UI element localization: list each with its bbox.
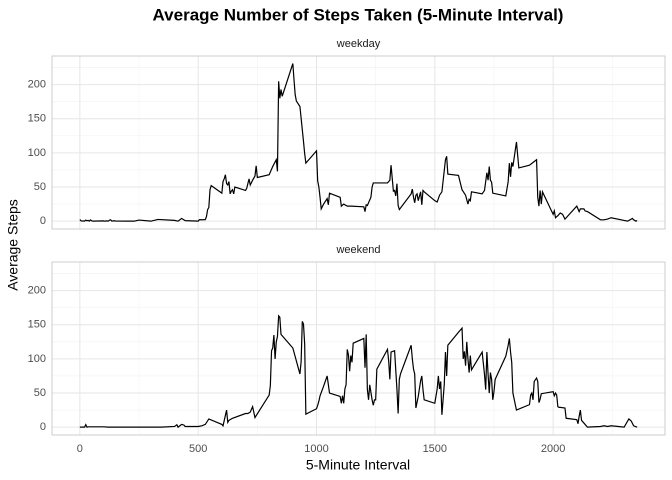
x-tick-label: 1000 xyxy=(304,443,328,455)
data-line xyxy=(79,314,638,429)
x-axis-title: 5-Minute Interval xyxy=(306,457,410,473)
strip-label: weekend xyxy=(335,244,380,256)
x-tick-label: 2000 xyxy=(541,443,565,455)
y-tick-label: 50 xyxy=(34,181,46,193)
y-tick-label: 200 xyxy=(28,79,46,91)
y-tick-label: 200 xyxy=(28,285,46,297)
x-tick-label: 1500 xyxy=(423,443,447,455)
y-tick-label: 0 xyxy=(40,421,46,433)
x-tick-label: 500 xyxy=(189,443,207,455)
data-line xyxy=(79,63,638,222)
y-tick-label: 100 xyxy=(28,353,46,365)
panel-border xyxy=(51,55,666,230)
chart-title: Average Number of Steps Taken (5-Minute … xyxy=(153,5,564,24)
x-tick-label: 0 xyxy=(77,443,83,455)
y-tick-label: 50 xyxy=(34,387,46,399)
strip-label: weekday xyxy=(336,38,381,50)
panel-border xyxy=(51,261,666,436)
y-axis-title: Average Steps xyxy=(5,199,21,291)
y-tick-label: 100 xyxy=(28,147,46,159)
y-tick-label: 150 xyxy=(28,113,46,125)
y-tick-label: 150 xyxy=(28,319,46,331)
y-tick-label: 0 xyxy=(40,215,46,227)
